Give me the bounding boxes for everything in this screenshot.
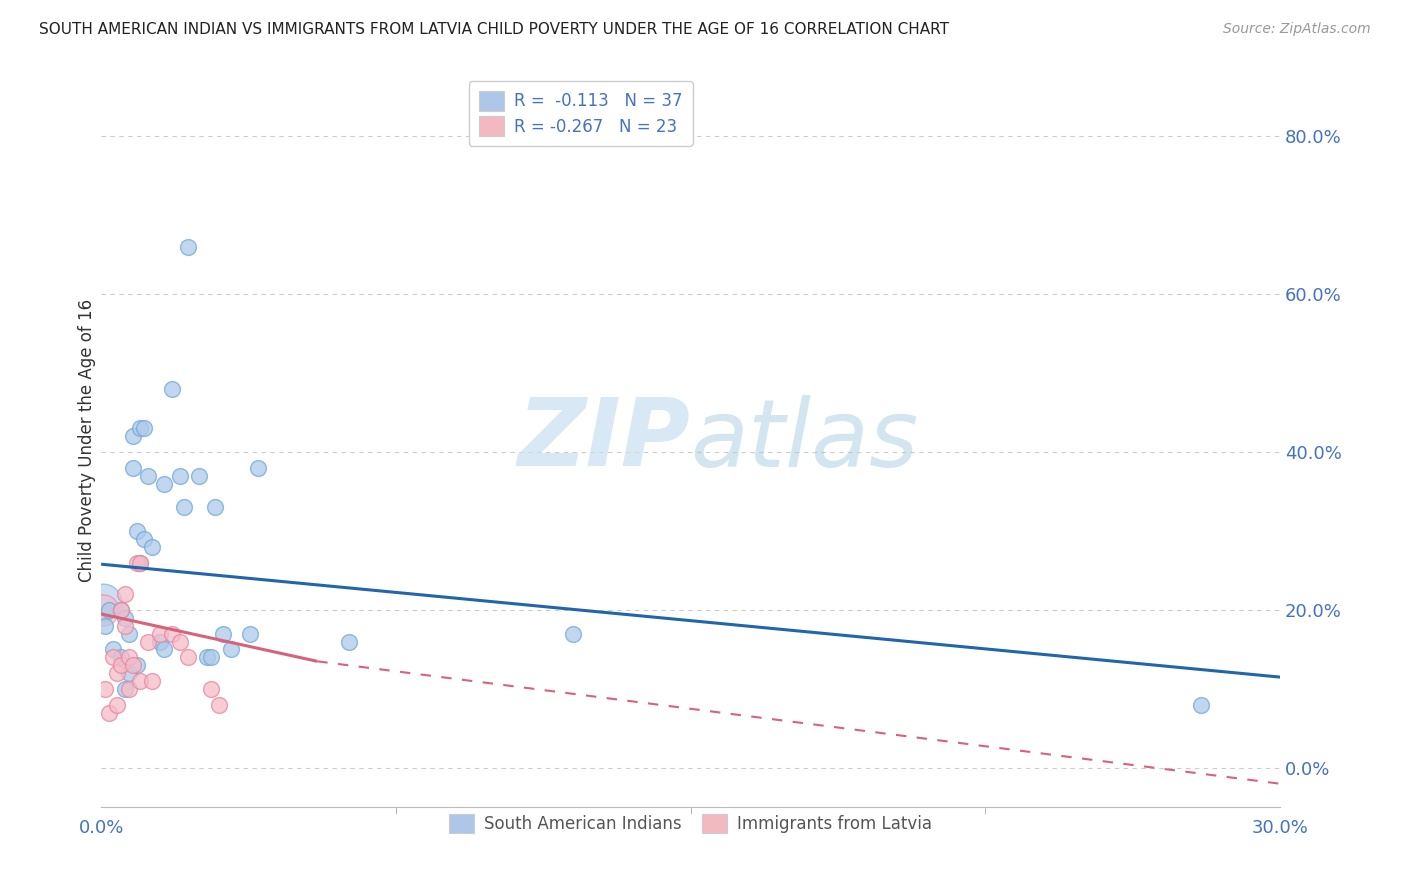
Point xyxy=(125,658,148,673)
Point xyxy=(337,634,360,648)
Point xyxy=(134,421,156,435)
Text: Source: ZipAtlas.com: Source: ZipAtlas.com xyxy=(1223,22,1371,37)
Point xyxy=(141,674,163,689)
Point xyxy=(195,650,218,665)
Point xyxy=(200,681,222,696)
Point xyxy=(91,595,114,609)
Point xyxy=(118,666,141,681)
Point xyxy=(173,500,195,515)
Point xyxy=(114,619,136,633)
Point xyxy=(136,634,159,648)
Point xyxy=(160,626,183,640)
Point xyxy=(160,382,183,396)
Point xyxy=(101,650,124,665)
Text: SOUTH AMERICAN INDIAN VS IMMIGRANTS FROM LATVIA CHILD POVERTY UNDER THE AGE OF 1: SOUTH AMERICAN INDIAN VS IMMIGRANTS FROM… xyxy=(39,22,949,37)
Text: atlas: atlas xyxy=(690,394,920,486)
Point xyxy=(125,556,148,570)
Point xyxy=(98,603,121,617)
Point xyxy=(149,626,172,640)
Point xyxy=(247,460,270,475)
Point xyxy=(114,681,136,696)
Point xyxy=(91,603,114,617)
Point xyxy=(169,634,191,648)
Point xyxy=(118,650,141,665)
Point xyxy=(129,674,152,689)
Point xyxy=(121,658,143,673)
Point xyxy=(129,556,152,570)
Point xyxy=(153,642,176,657)
Point xyxy=(188,468,211,483)
Point xyxy=(169,468,191,483)
Legend: South American Indians, Immigrants from Latvia: South American Indians, Immigrants from … xyxy=(443,807,939,839)
Point xyxy=(153,476,176,491)
Point xyxy=(118,626,141,640)
Point xyxy=(176,240,198,254)
Y-axis label: Child Poverty Under the Age of 16: Child Poverty Under the Age of 16 xyxy=(79,299,96,582)
Point xyxy=(1191,698,1213,712)
Point xyxy=(110,603,132,617)
Point xyxy=(114,587,136,601)
Point xyxy=(136,468,159,483)
Point xyxy=(149,634,172,648)
Point xyxy=(98,706,121,720)
Point xyxy=(94,619,117,633)
Point xyxy=(114,611,136,625)
Point xyxy=(105,666,128,681)
Point xyxy=(141,540,163,554)
Point xyxy=(212,626,235,640)
Point xyxy=(121,460,143,475)
Point xyxy=(204,500,226,515)
Point xyxy=(110,650,132,665)
Point xyxy=(208,698,231,712)
Point xyxy=(118,681,141,696)
Point xyxy=(110,658,132,673)
Point xyxy=(129,556,152,570)
Point xyxy=(110,603,132,617)
Point xyxy=(105,698,128,712)
Point xyxy=(561,626,583,640)
Point xyxy=(101,642,124,657)
Point xyxy=(129,421,152,435)
Point xyxy=(176,650,198,665)
Point xyxy=(121,429,143,443)
Point xyxy=(219,642,242,657)
Point xyxy=(200,650,222,665)
Point xyxy=(239,626,262,640)
Point xyxy=(125,524,148,538)
Text: ZIP: ZIP xyxy=(517,394,690,486)
Point xyxy=(94,681,117,696)
Point xyxy=(134,532,156,546)
